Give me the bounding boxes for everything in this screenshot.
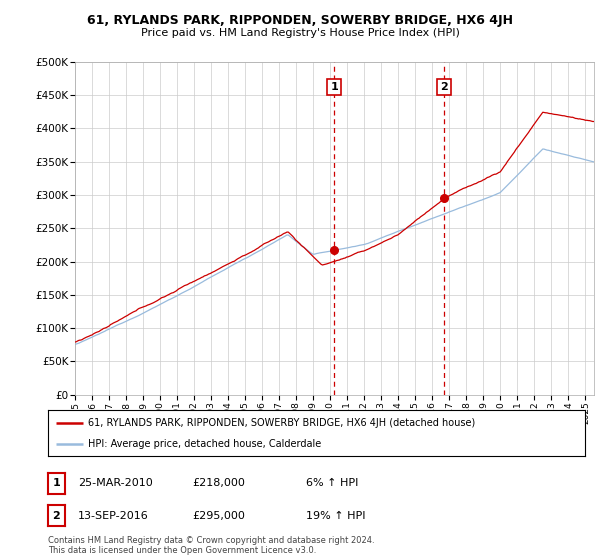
- Text: 19% ↑ HPI: 19% ↑ HPI: [306, 511, 365, 521]
- Text: 1: 1: [330, 82, 338, 92]
- Text: 1: 1: [53, 478, 60, 488]
- Text: £295,000: £295,000: [192, 511, 245, 521]
- Text: Price paid vs. HM Land Registry's House Price Index (HPI): Price paid vs. HM Land Registry's House …: [140, 28, 460, 38]
- Text: This data is licensed under the Open Government Licence v3.0.: This data is licensed under the Open Gov…: [48, 545, 316, 555]
- Text: 61, RYLANDS PARK, RIPPONDEN, SOWERBY BRIDGE, HX6 4JH (detached house): 61, RYLANDS PARK, RIPPONDEN, SOWERBY BRI…: [88, 418, 476, 428]
- Text: 25-MAR-2010: 25-MAR-2010: [78, 478, 153, 488]
- Text: 13-SEP-2016: 13-SEP-2016: [78, 511, 149, 521]
- Text: 6% ↑ HPI: 6% ↑ HPI: [306, 478, 358, 488]
- Text: HPI: Average price, detached house, Calderdale: HPI: Average price, detached house, Cald…: [88, 439, 322, 449]
- Text: Contains HM Land Registry data © Crown copyright and database right 2024.: Contains HM Land Registry data © Crown c…: [48, 536, 374, 545]
- Text: £218,000: £218,000: [192, 478, 245, 488]
- Text: 61, RYLANDS PARK, RIPPONDEN, SOWERBY BRIDGE, HX6 4JH: 61, RYLANDS PARK, RIPPONDEN, SOWERBY BRI…: [87, 14, 513, 27]
- Text: 2: 2: [440, 82, 448, 92]
- Text: 2: 2: [53, 511, 60, 521]
